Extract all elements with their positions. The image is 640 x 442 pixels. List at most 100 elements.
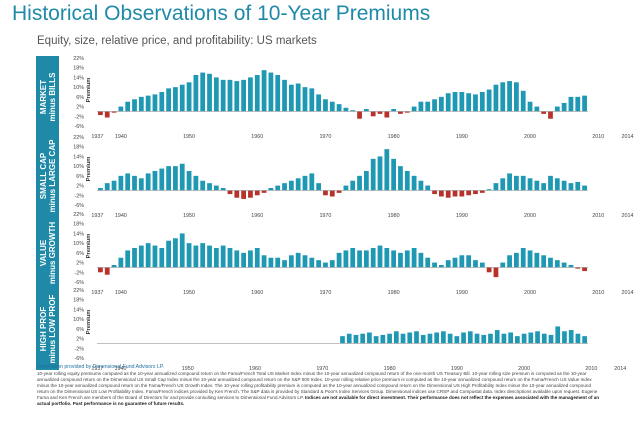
y-tick-label: 14%	[73, 154, 84, 160]
bar	[527, 178, 533, 191]
bar	[507, 173, 512, 191]
bar	[111, 265, 117, 268]
bar	[438, 190, 444, 197]
panel-label-line2: minus LARGE CAP	[47, 139, 57, 213]
bar	[479, 92, 485, 112]
bar	[186, 171, 192, 191]
bar	[350, 180, 356, 191]
bar	[466, 255, 472, 268]
y-tick-label: 22%	[73, 56, 84, 62]
bar	[520, 175, 526, 191]
bar	[493, 84, 499, 112]
bar	[520, 90, 526, 112]
bar	[398, 111, 403, 114]
x-tick-label: 1960	[249, 366, 261, 372]
bar	[486, 189, 492, 191]
y-axis-title: Premium	[86, 310, 92, 335]
bar	[248, 190, 253, 198]
bar	[459, 255, 465, 268]
bar	[562, 331, 567, 344]
bar	[398, 252, 403, 268]
x-tick-label: 1960	[251, 290, 263, 296]
y-tick-label: 18%	[73, 145, 84, 151]
bar	[179, 233, 185, 268]
bar	[561, 180, 567, 191]
bar	[411, 175, 417, 191]
x-tick-label: 1990	[456, 134, 468, 140]
bar	[473, 260, 478, 268]
bar	[452, 257, 458, 268]
y-tick-label: -2%	[74, 114, 84, 120]
y-tick-label: 6%	[76, 251, 84, 257]
bar	[548, 257, 553, 268]
bar	[145, 95, 151, 112]
bar	[227, 248, 233, 268]
bar	[268, 72, 274, 112]
bar	[111, 180, 117, 191]
bar	[391, 158, 397, 191]
bar	[568, 265, 574, 268]
bar	[282, 260, 287, 268]
bar	[118, 106, 124, 112]
y-tick-label: 10%	[73, 85, 84, 91]
bar	[391, 250, 397, 268]
bar	[125, 101, 131, 112]
x-tick-label: 1940	[115, 290, 127, 296]
bar	[173, 87, 178, 112]
panel-label-text: VALUE minus GROWTH	[39, 222, 57, 284]
bar	[193, 75, 199, 112]
x-tick-label: 1937	[91, 290, 103, 296]
x-tick-label: 2000	[524, 134, 536, 140]
y-tick-label: -6%	[74, 203, 84, 209]
y-tick-label: 18%	[73, 66, 84, 72]
panel-label-line1: VALUE	[38, 239, 48, 267]
bar	[420, 334, 426, 344]
bar	[323, 190, 328, 196]
bar	[486, 89, 492, 112]
bar	[343, 185, 349, 191]
bar	[377, 111, 383, 114]
bar	[514, 175, 519, 191]
y-tick-label: 14%	[73, 231, 84, 237]
bar	[466, 190, 472, 196]
bar	[193, 175, 199, 191]
y-tick-label: 22%	[73, 135, 84, 141]
bar	[343, 250, 349, 268]
y-tick-label: 6%	[76, 327, 84, 333]
bar	[329, 260, 335, 268]
bar	[459, 92, 465, 112]
bar	[508, 332, 514, 344]
bar	[434, 332, 440, 344]
bar	[488, 333, 493, 344]
bar	[200, 72, 206, 112]
bar	[452, 190, 458, 197]
footer-body: 10-year rolling equity premiums computed…	[37, 371, 598, 400]
bar	[98, 267, 103, 273]
y-tick-label: -6%	[74, 124, 84, 130]
bar	[384, 111, 390, 118]
bar	[220, 188, 226, 191]
bar	[159, 248, 165, 268]
bar	[316, 94, 322, 112]
x-tick-label: 2000	[524, 213, 536, 219]
panel-label-text: HIGH PROF minus LOW PROF	[39, 295, 57, 364]
bar	[507, 81, 512, 112]
bar	[384, 149, 390, 191]
bar	[527, 250, 533, 268]
bar	[268, 188, 274, 191]
bar	[275, 75, 281, 112]
bar	[391, 109, 397, 112]
bar	[548, 175, 553, 191]
y-tick-label: 2%	[76, 337, 84, 343]
x-tick-label: 1937	[91, 213, 103, 219]
bar	[548, 111, 553, 119]
bar	[515, 336, 520, 344]
bar	[346, 333, 352, 344]
bar	[554, 178, 560, 191]
footer-disclaimer: Indices are not available for direct inv…	[37, 395, 600, 406]
bar	[336, 190, 342, 193]
bar	[474, 333, 480, 344]
bar	[213, 185, 219, 191]
bar	[323, 99, 328, 112]
y-tick-label: 14%	[73, 307, 84, 313]
